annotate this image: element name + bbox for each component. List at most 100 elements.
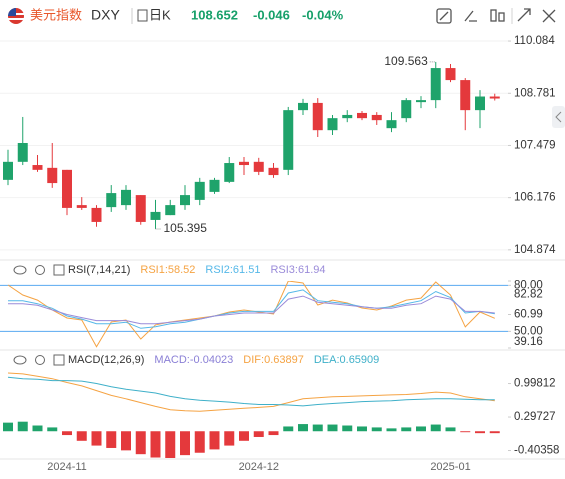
indicator-button[interactable] (490, 9, 505, 22)
macd-bar (32, 425, 43, 432)
flag-icon (8, 8, 24, 24)
candle-body (386, 120, 397, 129)
macd-bar (386, 428, 397, 432)
eye-icon[interactable] (13, 265, 27, 275)
candle-body (416, 100, 426, 103)
y-tick-label: 110.084 (514, 35, 555, 47)
rsi-line (8, 289, 495, 329)
gear-icon[interactable] (35, 265, 45, 275)
candle-body (106, 193, 117, 208)
candle-body (475, 96, 485, 111)
x-tick-label: 2025-01 (430, 461, 470, 473)
y-tick-label: 104.874 (514, 244, 556, 256)
calendar-icon[interactable] (137, 9, 148, 22)
plot (3, 61, 500, 229)
candle-body (62, 169, 72, 208)
macd-bar (121, 431, 131, 451)
price: 108.652 (191, 7, 238, 22)
y-tick-label: 60.99 (514, 309, 543, 321)
macd-bar (224, 431, 235, 446)
macd-bar (165, 431, 176, 458)
change: -0.046 (253, 7, 290, 22)
side-toggle[interactable] (552, 106, 565, 128)
settings-button[interactable] (542, 9, 556, 23)
side-toggle-arrow (555, 111, 562, 123)
title[interactable]: 美元指数 (30, 7, 82, 22)
eye-icon[interactable] (13, 355, 27, 365)
y-tick-label: 108.781 (514, 87, 556, 99)
y-tick-label: -0.40358 (514, 445, 559, 457)
macd-bar (327, 424, 338, 432)
legend-entry: RSI2:61.51 (205, 264, 260, 276)
macd-icons (13, 354, 65, 366)
macd-bar (312, 424, 323, 432)
candle-body (342, 114, 353, 119)
candle-body (180, 195, 190, 206)
box-icon[interactable] (53, 354, 65, 366)
candle-body (209, 179, 220, 192)
y-tick-label: 39.16 (514, 336, 543, 348)
macd-bar (76, 431, 87, 441)
fullscreen-button[interactable] (436, 8, 452, 24)
macd-title: MACD(12,26,9) (68, 354, 144, 366)
change-pct: -0.04% (302, 7, 344, 22)
macd-bar (194, 431, 205, 453)
legend-entry: DIF:0.63897 (243, 354, 304, 366)
period[interactable]: 日K (149, 7, 171, 22)
macd-bar (283, 426, 294, 432)
macd-bar (239, 431, 249, 441)
macd-bar (106, 431, 117, 448)
y-tick-label: 82.82 (514, 288, 543, 300)
rsi-icons (13, 264, 65, 276)
macd-bar (47, 427, 58, 432)
draw-button[interactable] (464, 10, 477, 22)
candle-body (47, 167, 58, 184)
candle-body (312, 102, 323, 131)
macd-bar (460, 431, 471, 433)
rsi-title: RSI(7,14,21) (68, 264, 130, 276)
candle-body (17, 142, 28, 162)
macd-bar (430, 424, 441, 432)
expand-button[interactable] (517, 8, 531, 22)
macd-bar (371, 427, 382, 432)
candle-body (357, 112, 367, 119)
gear-icon[interactable] (35, 355, 45, 365)
macd-bar (3, 422, 13, 432)
macd-bar (180, 431, 190, 456)
y-tick-label: 107.479 (514, 139, 556, 151)
legend-entry: MACD:-0.04023 (154, 354, 233, 366)
box-icon[interactable] (53, 264, 65, 276)
macd-bar (475, 431, 485, 434)
candle-body (283, 110, 294, 170)
candle-body (121, 189, 131, 206)
macd-bar (416, 426, 426, 432)
y-tick-label: 80.00 (514, 279, 543, 291)
macd-bar (489, 431, 500, 434)
symbol[interactable]: DXY (91, 7, 120, 23)
candle-body (165, 205, 176, 216)
macd-bar (401, 427, 412, 432)
macd-bar (268, 431, 279, 436)
macd-bar (150, 431, 161, 458)
candle-body (3, 161, 13, 180)
candle-body (401, 100, 412, 119)
candle-body (489, 96, 500, 99)
candle-body (298, 102, 308, 111)
candle-body (135, 195, 146, 222)
candle-body (253, 161, 264, 172)
macd-bar (445, 427, 456, 432)
y-tick-label: 0.29727 (514, 411, 556, 423)
candle-body (430, 68, 441, 101)
macd-line (7, 376, 495, 407)
macd-line (7, 372, 495, 412)
candle-body (327, 118, 338, 131)
candle-body (268, 167, 279, 176)
candle-body (150, 211, 161, 220)
x-tick-label: 2024-11 (47, 461, 87, 473)
legend-entry: RSI1:58.52 (140, 264, 195, 276)
macd-bar (17, 421, 28, 432)
plot (3, 372, 500, 458)
x-tick-label: 2024-12 (239, 461, 279, 473)
macd-bar (342, 425, 353, 432)
